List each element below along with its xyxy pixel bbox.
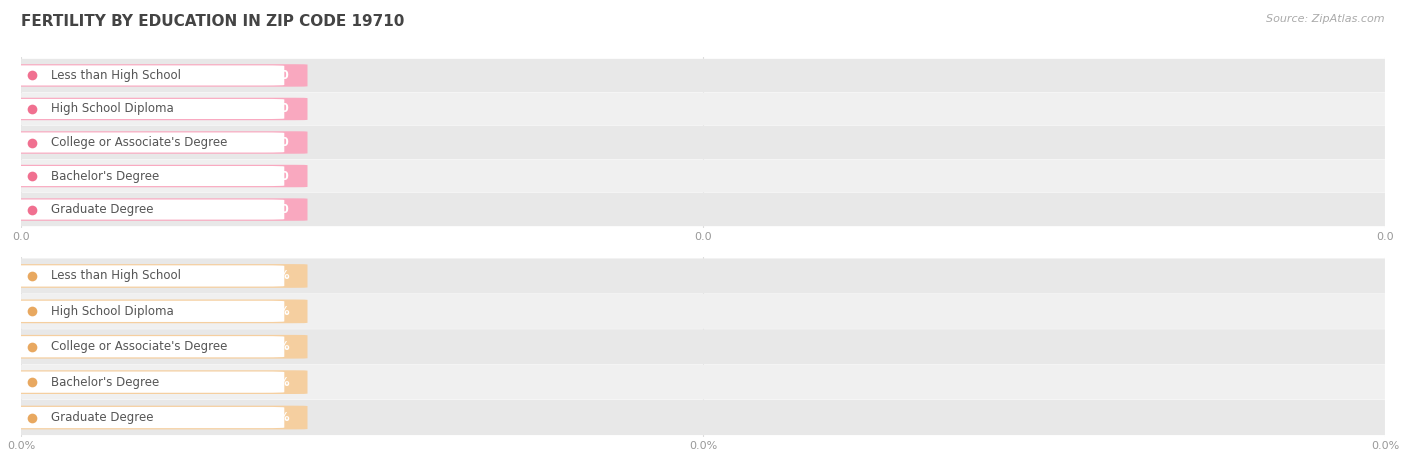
Text: 0.0%: 0.0% [257,376,290,389]
FancyBboxPatch shape [21,126,1385,159]
Text: College or Associate's Degree: College or Associate's Degree [51,340,228,353]
FancyBboxPatch shape [4,99,284,119]
FancyBboxPatch shape [21,160,1385,193]
Text: 0.0: 0.0 [269,136,290,149]
FancyBboxPatch shape [4,301,284,322]
Text: Bachelor's Degree: Bachelor's Degree [51,170,159,182]
Text: Less than High School: Less than High School [51,269,181,283]
Text: 0.0%: 0.0% [257,340,290,353]
FancyBboxPatch shape [7,199,308,221]
FancyBboxPatch shape [4,166,284,186]
FancyBboxPatch shape [21,400,1385,435]
Text: High School Diploma: High School Diploma [51,305,174,318]
Text: 0.0%: 0.0% [257,269,290,283]
Text: 0.0: 0.0 [269,203,290,216]
FancyBboxPatch shape [21,59,1385,92]
FancyBboxPatch shape [7,264,308,288]
Text: 0.0: 0.0 [269,170,290,182]
FancyBboxPatch shape [4,200,284,219]
Text: High School Diploma: High School Diploma [51,103,174,115]
FancyBboxPatch shape [4,371,284,393]
FancyBboxPatch shape [7,406,308,429]
Text: FERTILITY BY EDUCATION IN ZIP CODE 19710: FERTILITY BY EDUCATION IN ZIP CODE 19710 [21,14,405,29]
FancyBboxPatch shape [7,64,308,86]
FancyBboxPatch shape [4,407,284,428]
FancyBboxPatch shape [7,300,308,323]
FancyBboxPatch shape [21,365,1385,399]
FancyBboxPatch shape [7,335,308,359]
FancyBboxPatch shape [7,370,308,394]
Text: Less than High School: Less than High School [51,69,181,82]
Text: 0.0%: 0.0% [257,411,290,424]
Text: 0.0%: 0.0% [257,305,290,318]
FancyBboxPatch shape [7,98,308,120]
FancyBboxPatch shape [21,92,1385,125]
FancyBboxPatch shape [7,165,308,187]
Text: 0.0: 0.0 [269,103,290,115]
FancyBboxPatch shape [4,66,284,86]
FancyBboxPatch shape [21,329,1385,364]
FancyBboxPatch shape [7,131,308,154]
Text: 0.0: 0.0 [269,69,290,82]
Text: Graduate Degree: Graduate Degree [51,411,153,424]
FancyBboxPatch shape [4,133,284,152]
Text: Bachelor's Degree: Bachelor's Degree [51,376,159,389]
FancyBboxPatch shape [4,266,284,286]
FancyBboxPatch shape [4,336,284,357]
FancyBboxPatch shape [21,193,1385,226]
FancyBboxPatch shape [21,258,1385,294]
Text: Graduate Degree: Graduate Degree [51,203,153,216]
Text: College or Associate's Degree: College or Associate's Degree [51,136,228,149]
Text: Source: ZipAtlas.com: Source: ZipAtlas.com [1267,14,1385,24]
FancyBboxPatch shape [21,294,1385,329]
